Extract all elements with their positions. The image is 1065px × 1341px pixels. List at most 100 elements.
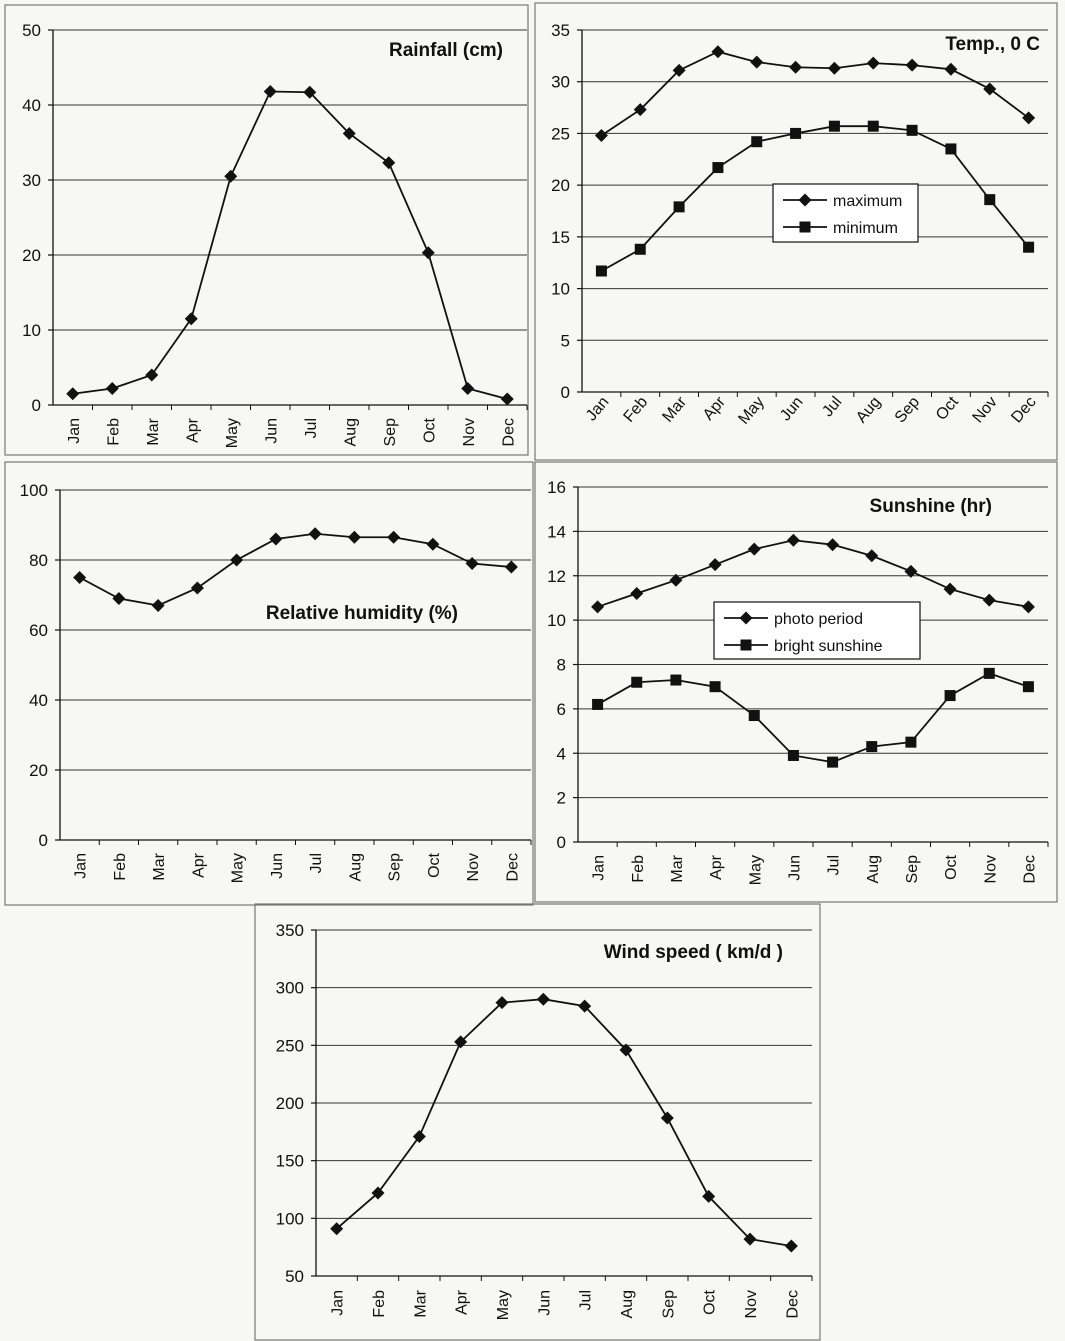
data-point-diamond: [578, 999, 592, 1013]
y-tick-label: 20: [551, 176, 570, 195]
x-tick-label: Apr: [454, 1289, 471, 1315]
x-tick-label: Jul: [308, 853, 325, 873]
series-line: [79, 532, 512, 607]
x-tick-label: May: [747, 855, 764, 885]
x-tick-label: Jul: [303, 418, 320, 438]
data-point-square: [866, 741, 878, 753]
data-point-square: [983, 667, 995, 679]
x-tick-label: Oct: [421, 417, 438, 442]
data-point-square: [827, 756, 839, 768]
legend-label: bright sunshine: [774, 638, 883, 655]
x-tick-label: Feb: [630, 855, 647, 883]
x-tick-label: Jun: [263, 418, 280, 444]
y-tick-label: 35: [551, 21, 570, 40]
data-point-square: [905, 736, 917, 748]
legend-box: [713, 601, 921, 660]
data-point-diamond: [943, 582, 957, 596]
data-point-diamond: [905, 58, 919, 72]
y-tick-label: 20: [29, 761, 48, 780]
x-tick-label: Mar: [151, 852, 168, 880]
y-tick-label: 16: [547, 478, 566, 497]
x-tick-label: Jul: [578, 1290, 595, 1310]
x-tick-label: Aug: [347, 853, 364, 881]
y-tick-label: 40: [29, 691, 48, 710]
legend-marker-diamond: [739, 611, 753, 625]
data-point-diamond: [303, 85, 317, 99]
data-point-square: [790, 127, 802, 139]
x-tick-label: Nov: [461, 418, 478, 446]
y-tick-label: 20: [22, 246, 41, 265]
data-point-square: [945, 143, 957, 155]
data-point-diamond: [382, 156, 396, 170]
x-tick-label: Apr: [700, 393, 729, 424]
x-tick-label: Sep: [904, 855, 921, 884]
data-point-diamond: [461, 382, 475, 395]
data-point-diamond: [865, 549, 879, 563]
x-tick-label: May: [735, 394, 767, 428]
y-tick-label: 0: [32, 396, 41, 415]
y-tick-label: 250: [276, 1036, 304, 1055]
data-point-diamond: [330, 1222, 344, 1236]
data-point-diamond: [944, 62, 958, 76]
y-tick-label: 8: [557, 656, 566, 675]
x-tick-label: Dec: [504, 853, 521, 881]
x-tick-label: Jun: [786, 855, 803, 881]
data-point-diamond: [230, 553, 244, 567]
humidity-panel-border: [4, 461, 534, 906]
x-tick-label: Feb: [105, 418, 122, 446]
y-tick-label: 10: [551, 280, 570, 299]
data-point-diamond: [421, 246, 435, 260]
x-tick-label: Mar: [659, 393, 690, 426]
data-point-diamond: [711, 45, 725, 59]
series-line: [336, 998, 792, 1247]
x-tick-label: Sep: [892, 394, 923, 427]
y-tick-label: 100: [20, 481, 48, 500]
data-point-square: [906, 124, 918, 136]
data-point-diamond: [342, 127, 356, 140]
data-point-diamond: [591, 600, 605, 614]
data-point-square: [1023, 241, 1035, 253]
data-point-square: [787, 749, 799, 761]
legend-label: maximum: [833, 193, 902, 210]
x-tick-label: Jun: [536, 1290, 553, 1316]
x-tick-label: Nov: [743, 1290, 760, 1318]
data-point-diamond: [708, 558, 722, 572]
data-point-diamond: [786, 533, 800, 547]
data-point-diamond: [308, 527, 322, 541]
y-tick-label: 12: [547, 567, 566, 586]
data-point-square: [828, 120, 840, 132]
y-tick-label: 6: [557, 700, 566, 719]
series-line: [600, 50, 1030, 137]
x-tick-label: Mar: [145, 417, 162, 445]
x-tick-label: Aug: [865, 855, 882, 883]
data-point-diamond: [504, 560, 518, 574]
chart-title: Relative humidity (%): [266, 603, 458, 624]
x-tick-label: Jan: [73, 853, 90, 879]
x-tick-label: Oct: [943, 854, 960, 879]
x-tick-label: Nov: [970, 394, 1001, 427]
x-tick-label: Jul: [819, 394, 845, 421]
data-point-square: [1022, 681, 1034, 693]
data-point-square: [634, 243, 646, 255]
data-point-diamond: [633, 103, 647, 117]
x-tick-label: Aug: [342, 418, 359, 446]
sunshine-chart: 0 2 4 6 8 10 12 14 16 Jan Feb Mar Apr May Jun Jul Aug Sep…: [534, 461, 1058, 903]
x-tick-label: May: [495, 1290, 512, 1320]
data-point-square: [709, 681, 721, 693]
temperature-panel-border: [534, 2, 1058, 461]
x-tick-label: Mar: [412, 1289, 429, 1317]
x-tick-label: Feb: [112, 853, 129, 881]
x-tick-label: May: [230, 853, 247, 883]
legend-label: minimum: [833, 220, 898, 237]
data-point-diamond: [495, 996, 509, 1010]
chart-title: Rainfall (cm): [389, 40, 503, 61]
data-point-diamond: [454, 1035, 468, 1049]
data-point-diamond: [702, 1189, 716, 1203]
data-point-square: [984, 194, 996, 206]
data-point-diamond: [105, 382, 119, 395]
y-tick-label: 0: [561, 383, 570, 402]
y-tick-label: 30: [551, 73, 570, 92]
data-point-diamond: [536, 992, 550, 1006]
data-point-diamond: [263, 85, 277, 98]
